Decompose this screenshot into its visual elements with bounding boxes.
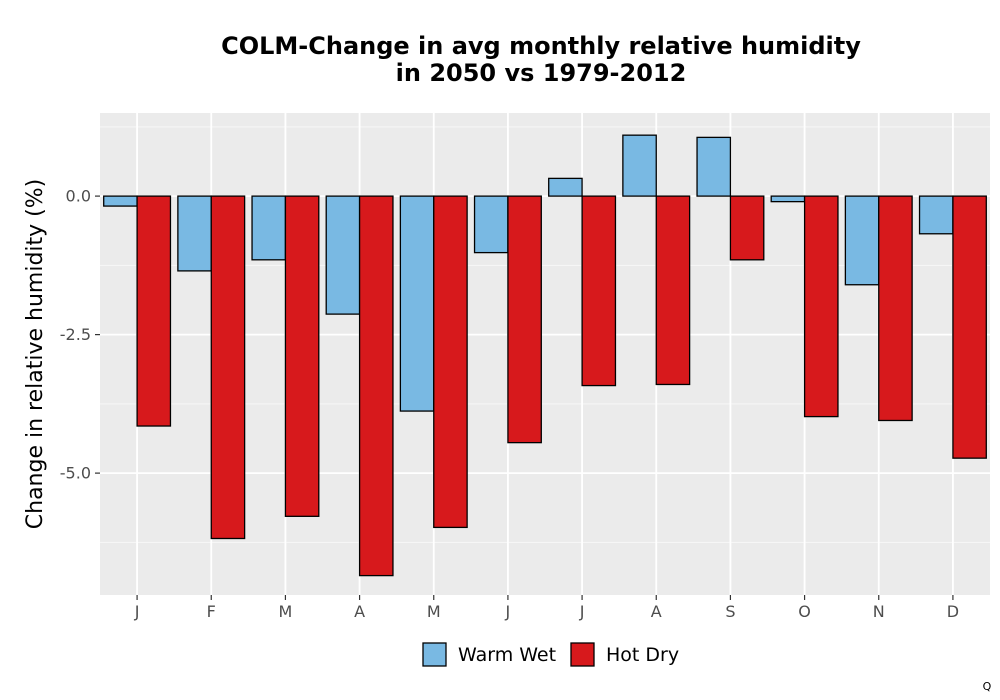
bar-hot-dry-11 [952,195,987,459]
x-tick-label: M [427,602,441,621]
y-axis-title: Change in relative humidity (%) [23,179,48,529]
bar-hot-dry-5 [507,195,542,444]
legend-label-warm-wet: Warm Wet [458,644,556,666]
bar-warm-wet-2 [251,195,287,261]
bar-warm-wet-0 [103,195,138,207]
legend-key-hot-dry [570,642,595,667]
x-tick-label: J [134,602,140,621]
y-tick-label: -5.0 [60,464,91,483]
bar-hot-dry-9 [803,195,839,418]
bar-hot-dry-1 [210,195,246,540]
bar-warm-wet-3 [325,195,361,315]
bar-hot-dry-6 [581,195,617,387]
legend-key-warm-wet [422,642,447,667]
bar-warm-wet-4 [399,195,435,412]
x-tick-label: O [798,602,811,621]
x-tick-label: S [725,602,735,621]
plot-panel [100,113,990,595]
x-tick-label: F [207,602,216,621]
bar-warm-wet-9 [770,195,806,203]
bar-warm-wet-5 [473,195,509,254]
chart-title-line2: in 2050 vs 1979-2012 [396,59,687,87]
corner-mark: Q [983,680,992,693]
bar-hot-dry-10 [878,195,913,422]
bar-warm-wet-6 [548,177,583,197]
bar-hot-dry-7 [655,195,691,386]
bar-hot-dry-0 [136,195,172,427]
bar-warm-wet-10 [844,195,880,286]
bar-hot-dry-2 [284,195,320,517]
x-tick-label: J [579,602,585,621]
bars [103,134,987,577]
bar-hot-dry-8 [729,195,765,261]
legend: Warm Wet Hot Dry [422,642,679,667]
x-tick-label: N [873,602,885,621]
y-tick-label: -2.5 [60,325,91,344]
bar-hot-dry-4 [433,195,468,529]
x-tick-label: A [651,602,662,621]
x-tick-label: D [947,602,959,621]
x-tick-label: A [354,602,365,621]
chart-title-line1: COLM-Change in avg monthly relative humi… [221,32,861,60]
axes: 0.0 -2.5 -5.0 J F M A M J J A S O N D [60,187,959,621]
bar-warm-wet-7 [622,134,657,197]
x-tick-label: J [505,602,511,621]
x-tick-label: M [279,602,293,621]
bar-hot-dry-3 [358,195,394,577]
bar-warm-wet-1 [177,195,212,272]
legend-label-hot-dry: Hot Dry [606,644,679,666]
y-tick-label: 0.0 [66,187,91,206]
bar-warm-wet-8 [696,136,732,197]
bar-warm-wet-11 [918,195,954,235]
